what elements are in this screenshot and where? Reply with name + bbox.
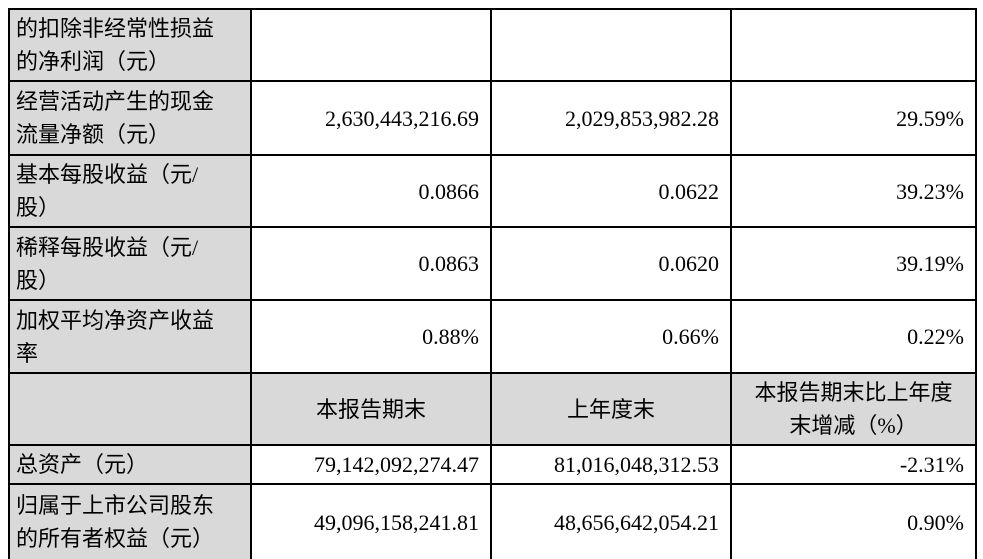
- current-period-value: [250, 8, 492, 82]
- table-row-basic-eps: 基本每股收益（元/ 股） 0.0866 0.0622 39.23%: [8, 154, 977, 228]
- change-percent-value: -2.31%: [730, 444, 977, 485]
- prior-period-value: 2,029,853,982.28: [490, 80, 732, 156]
- row-label: 加权平均净资产收益 率: [8, 299, 252, 374]
- table-row-net-profit-excl-nonrecurring: 的扣除非经常性损益 的净利润（元）: [8, 8, 977, 82]
- prior-period-value: 48,656,642,054.21: [490, 483, 732, 559]
- prior-period-value: 81,016,048,312.53: [490, 444, 732, 485]
- row-label: 经营活动产生的现金 流量净额（元）: [8, 80, 252, 156]
- table-row-equity-attributable-to-shareholders: 归属于上市公司股东 的所有者权益（元） 49,096,158,241.81 48…: [8, 483, 977, 559]
- column-header-prior-year-end: 上年度末: [490, 372, 732, 446]
- table-header-row: 本报告期末 上年度末 本报告期末比上年度 末增减（%）: [8, 372, 977, 446]
- change-percent-value: 0.22%: [730, 299, 977, 374]
- prior-period-value: 0.0620: [490, 226, 732, 301]
- row-label: 归属于上市公司股东 的所有者权益（元）: [8, 483, 252, 559]
- row-label: 基本每股收益（元/ 股）: [8, 154, 252, 228]
- table-row-total-assets: 总资产（元） 79,142,092,274.47 81,016,048,312.…: [8, 444, 977, 485]
- change-percent-value: 39.23%: [730, 154, 977, 228]
- current-period-value: 79,142,092,274.47: [250, 444, 492, 485]
- row-label: 稀释每股收益（元/ 股）: [8, 226, 252, 301]
- prior-period-value: 0.66%: [490, 299, 732, 374]
- change-percent-value: 39.19%: [730, 226, 977, 301]
- change-percent-value: 29.59%: [730, 80, 977, 156]
- table-row-operating-cash-flow: 经营活动产生的现金 流量净额（元） 2,630,443,216.69 2,029…: [8, 80, 977, 156]
- prior-period-value: [490, 8, 732, 82]
- current-period-value: 0.88%: [250, 299, 492, 374]
- table-row-diluted-eps: 稀释每股收益（元/ 股） 0.0863 0.0620 39.19%: [8, 226, 977, 301]
- column-header-change-percent: 本报告期末比上年度 末增减（%）: [730, 372, 977, 446]
- change-percent-value: [730, 8, 977, 82]
- header-empty-cell: [8, 372, 252, 446]
- column-header-current-period-end: 本报告期末: [250, 372, 492, 446]
- current-period-value: 0.0866: [250, 154, 492, 228]
- row-label: 的扣除非经常性损益 的净利润（元）: [8, 8, 252, 82]
- current-period-value: 49,096,158,241.81: [250, 483, 492, 559]
- current-period-value: 0.0863: [250, 226, 492, 301]
- financial-summary-table: 的扣除非经常性损益 的净利润（元） 经营活动产生的现金 流量净额（元） 2,63…: [8, 8, 977, 559]
- change-percent-value: 0.90%: [730, 483, 977, 559]
- prior-period-value: 0.0622: [490, 154, 732, 228]
- row-label: 总资产（元）: [8, 444, 252, 485]
- table-row-weighted-avg-roe: 加权平均净资产收益 率 0.88% 0.66% 0.22%: [8, 299, 977, 374]
- current-period-value: 2,630,443,216.69: [250, 80, 492, 156]
